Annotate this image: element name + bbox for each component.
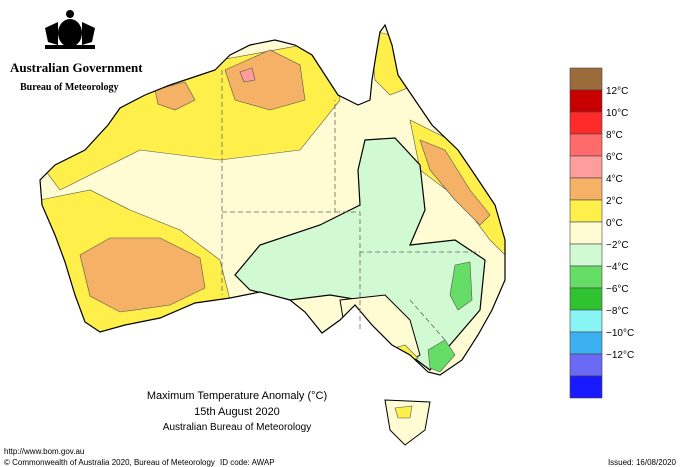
footer-id: ID code: AWAP [220,458,275,467]
map-date: 15th August 2020 [194,406,280,418]
bureau-name: Bureau of Meteorology [20,82,119,93]
legend-swatch [569,353,603,377]
legend-label: 0°C [606,218,623,229]
map-title: Maximum Temperature Anomaly (°C) [147,390,327,402]
legend-label: 6°C [606,152,623,163]
legend-swatch [569,67,603,91]
legend-label: −8°C [606,306,629,317]
legend-swatch [569,199,603,223]
legend-swatch [569,265,603,289]
legend-swatch [569,177,603,201]
crest [45,10,95,49]
legend-label: 4°C [606,174,623,185]
legend-label: −2°C [606,240,629,251]
legend-label: −4°C [606,262,629,273]
legend-label: 12°C [606,86,628,97]
legend-swatch [569,243,603,267]
legend-swatch [569,89,603,113]
map-source: Australian Bureau of Meteorology [163,422,311,433]
legend-label: 2°C [606,196,623,207]
government-name: Australian Government [10,60,143,75]
legend: 12°C 10°C 8°C 6°C 4°C 2°C 0°C −2°C −4°C −6°C −8°C −… [569,67,634,399]
legend-label: 8°C [606,130,623,141]
legend-swatch [569,133,603,157]
legend-label: −10°C [606,328,634,339]
footer-url: http://www.bom.gov.au [4,447,84,456]
legend-swatch [569,155,603,179]
legend-swatch [569,331,603,355]
legend-swatch [569,111,603,135]
legend-label: 10°C [606,108,628,119]
legend-swatch [569,221,603,245]
footer-copyright: © Commonwealth of Australia 2020, Bureau… [4,458,215,467]
legend-label: −12°C [606,350,634,361]
legend-swatch [569,375,603,399]
legend-label: −6°C [606,284,629,295]
legend-swatch [569,309,603,333]
legend-swatch [569,287,603,311]
footer-issued: Issued: 16/08/2020 [608,458,677,467]
